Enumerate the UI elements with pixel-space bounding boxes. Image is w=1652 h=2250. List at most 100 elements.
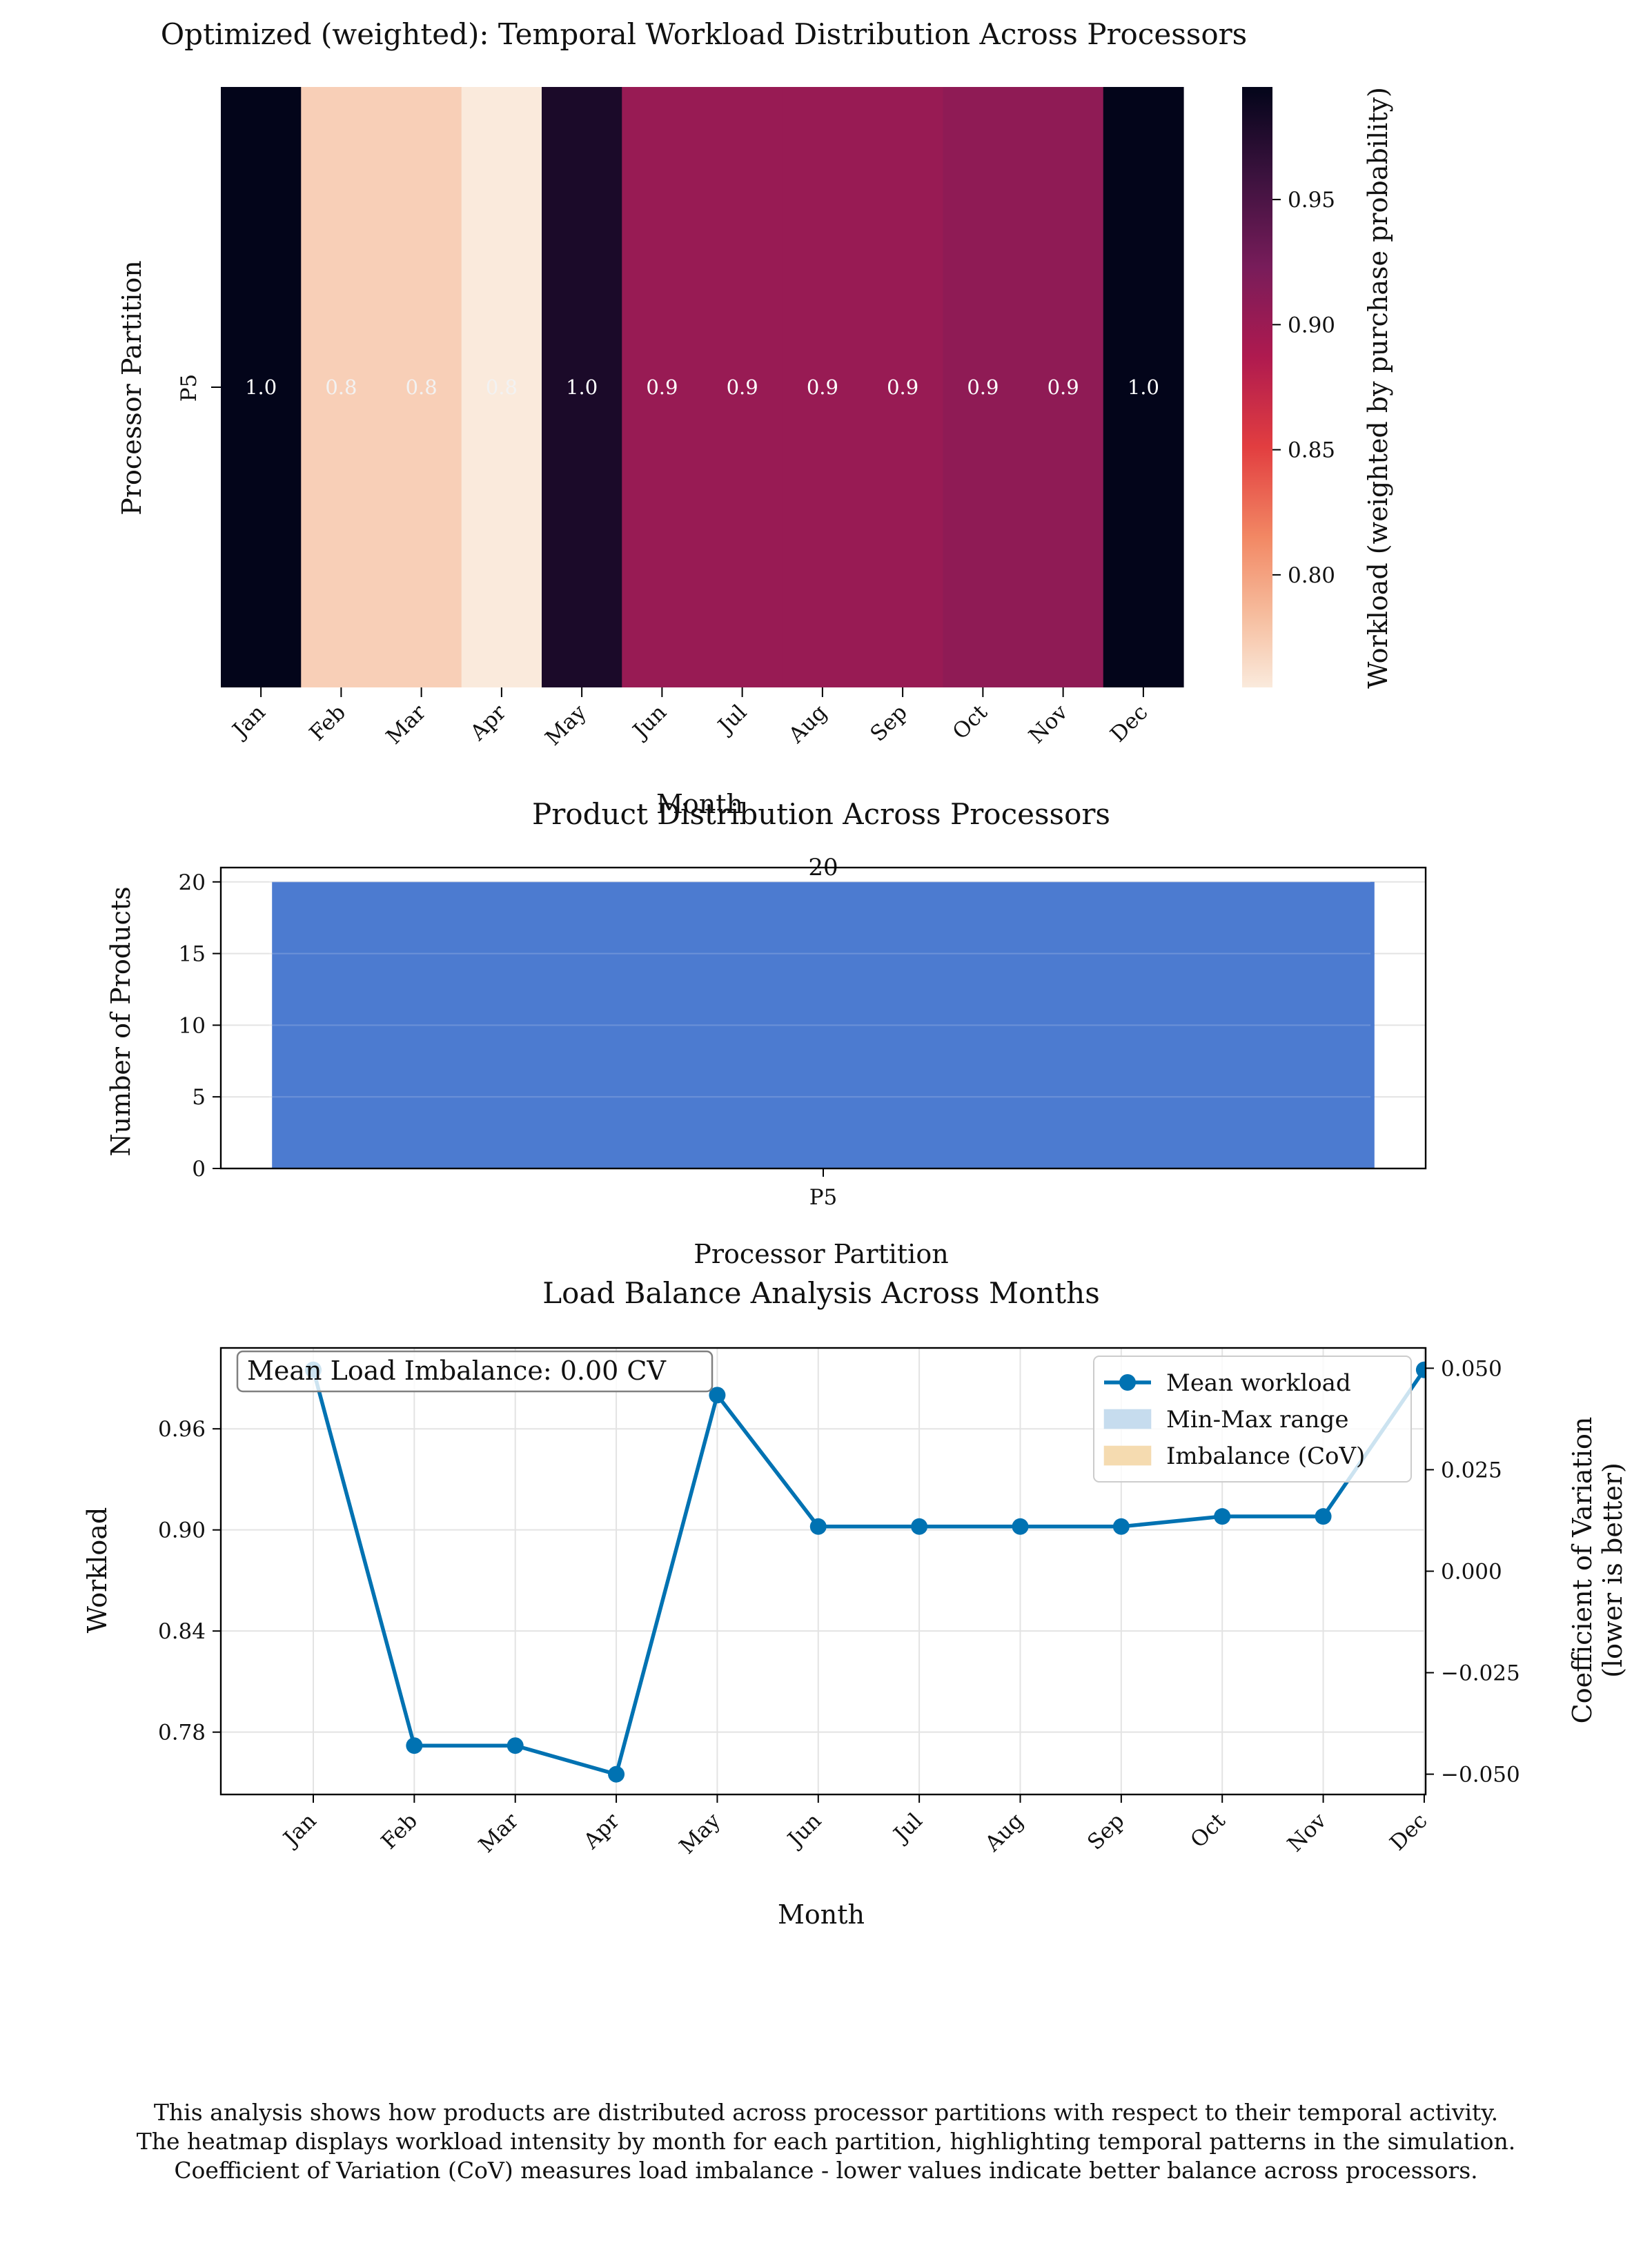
heatmap-cell-label: 0.9 — [727, 375, 758, 399]
colorbar-tick-label: 0.80 — [1288, 563, 1335, 588]
colorbar — [1242, 87, 1272, 687]
mean-workload-point — [709, 1387, 726, 1404]
heatmap-xtick-label: Apr — [465, 700, 511, 746]
bar-ytick-label: 20 — [179, 870, 206, 895]
legend-swatch-patch — [1103, 1445, 1152, 1466]
mean-workload-point — [1012, 1518, 1029, 1535]
imbalance-annotation: Mean Load Imbalance: 0.00 CV — [236, 1350, 714, 1393]
colorbar-tick-label: 0.85 — [1288, 438, 1335, 463]
heatmap-cell — [943, 87, 1024, 687]
bar-xlabel: Processor Partition — [694, 1239, 948, 1269]
line-y2tick-label: 0.000 — [1441, 1560, 1502, 1585]
bar — [272, 881, 1375, 1168]
heatmap-ylabel: Processor Partition — [117, 260, 147, 515]
heatmap-xtick-label: Dec — [1105, 700, 1152, 747]
annotation-text: Mean Load Imbalance: 0.00 CV — [247, 1356, 667, 1386]
heatmap-ytick-label: P5 — [177, 374, 201, 402]
heatmap-xtick-label: Sep — [865, 700, 912, 746]
line-ytick-label: 0.96 — [158, 1417, 206, 1442]
heatmap-cell-label: 0.9 — [1048, 375, 1079, 399]
line-xtick-label: Mar — [474, 1808, 524, 1858]
annotation-box — [236, 1350, 714, 1393]
line-xtick-label: Aug — [980, 1808, 1028, 1857]
heatmap-cell — [702, 87, 783, 687]
legend-frame — [1093, 1356, 1412, 1483]
mean-workload-point — [1315, 1508, 1332, 1525]
line-xtick-label: May — [675, 1808, 726, 1859]
mean-workload-line — [311, 1369, 1426, 1777]
line-xtick-label: Jun — [782, 1808, 827, 1853]
colorbar-label: Workload (weighted by purchase probabili… — [1363, 87, 1393, 689]
legend-label: Mean workload — [1166, 1369, 1351, 1397]
bar-axes-frame — [219, 866, 1427, 1170]
line-xtick-label: Sep — [1083, 1808, 1129, 1855]
mean-workload-point — [1112, 1518, 1130, 1535]
heatmap-cell — [301, 87, 382, 687]
heatmap-cell-label: 0.9 — [887, 375, 918, 399]
mean-workload-point — [406, 1737, 423, 1754]
line-title: Load Balance Analysis Across Months — [542, 1276, 1100, 1310]
heatmap-cell — [1103, 87, 1184, 687]
heatmap-xtick-label: Aug — [783, 700, 832, 748]
bar-ytick-label: 5 — [192, 1085, 206, 1110]
heatmap-cell — [542, 87, 622, 687]
legend-swatch-patch — [1103, 1409, 1152, 1429]
line-y2tick-label: 0.050 — [1441, 1356, 1502, 1381]
line-y2label-line1: Coefficient of Variation — [1567, 1417, 1597, 1724]
heatmap-cell-label: 1.0 — [1128, 375, 1159, 399]
heatmap-xtick-label: Jul — [712, 700, 751, 739]
line-xtick-label: Jan — [277, 1808, 322, 1852]
heatmap-cell-label: 0.8 — [486, 375, 518, 399]
line-legend: Mean workload Min-Max range Imbalance (CoV… — [1093, 1356, 1412, 1483]
heatmap-cell — [863, 87, 943, 687]
heatmap-xtick-label: May — [540, 700, 591, 751]
line-xtick-label: Nov — [1283, 1808, 1332, 1857]
footer-caption: This analysis shows how products are dis… — [0, 2098, 1652, 2185]
heatmap-panel: Optimized (weighted): Temporal Workload … — [117, 17, 1393, 819]
bar-xtick-label: P5 — [809, 1185, 838, 1210]
line-panel: Load Balance Analysis Across Months Work… — [82, 1276, 1628, 1930]
heatmap-title: Optimized (weighted): Temporal Workload … — [161, 17, 1248, 51]
heatmap-cell-label: 1.0 — [566, 375, 598, 399]
heatmap-cell — [381, 87, 462, 687]
bar-ytick-label: 0 — [192, 1157, 206, 1182]
line-ytick-label: 0.84 — [158, 1619, 206, 1644]
line-y2label-line2: (lower is better) — [1597, 1462, 1628, 1678]
line-xtick-label: Apr — [578, 1808, 625, 1855]
legend-label: Min-Max range — [1166, 1406, 1348, 1434]
line-xtick-label: Feb — [377, 1808, 422, 1854]
heatmap-cell-label: 0.9 — [807, 375, 838, 399]
footer-line-1: This analysis shows how products are dis… — [153, 2099, 1499, 2126]
bar-ytick-label: 15 — [179, 942, 206, 967]
heatmap-cell — [622, 87, 703, 687]
legend-label: Imbalance (CoV) — [1166, 1442, 1365, 1470]
line-y2tick-label: −0.050 — [1441, 1763, 1520, 1788]
heatmap-xtick-label: Mar — [382, 700, 431, 750]
heatmap-cell-label: 0.9 — [646, 375, 678, 399]
mean-workload-point — [608, 1765, 625, 1783]
footer-line-2: The heatmap displays workload intensity … — [136, 2128, 1516, 2155]
heatmap-cell-label: 0.8 — [406, 375, 437, 399]
legend-swatch-marker — [1119, 1374, 1136, 1391]
heatmap-cell-label: 0.8 — [325, 375, 357, 399]
line-y2label: Coefficient of Variation (lower is bette… — [1567, 1417, 1628, 1724]
bar-ytick-label: 10 — [179, 1013, 206, 1038]
bar-ylabel: Number of Products — [106, 886, 136, 1156]
heatmap-cell-label: 0.9 — [967, 375, 999, 399]
heatmap-xtick-label: Jun — [627, 700, 671, 745]
line-xtick-label: Oct — [1186, 1808, 1230, 1853]
mean-workload-point — [911, 1518, 928, 1535]
bar-panel: Product Distribution Across Processors N… — [106, 797, 1427, 1269]
bar-title: Product Distribution Across Processors — [532, 797, 1110, 831]
heatmap-cell — [1023, 87, 1104, 687]
heatmap-cell — [221, 87, 302, 687]
line-ytick-label: 0.78 — [158, 1721, 206, 1745]
footer-line-3: Coefficient of Variation (CoV) measures … — [174, 2157, 1478, 2184]
line-xtick-label: Dec — [1385, 1808, 1432, 1855]
heatmap-xtick-label: Oct — [948, 700, 993, 745]
line-ytick-label: 0.90 — [158, 1518, 206, 1543]
heatmap-xlabel: Month — [656, 789, 743, 819]
heatmap-cell-label: 1.0 — [245, 375, 277, 399]
line-y2tick-label: −0.025 — [1441, 1661, 1520, 1686]
